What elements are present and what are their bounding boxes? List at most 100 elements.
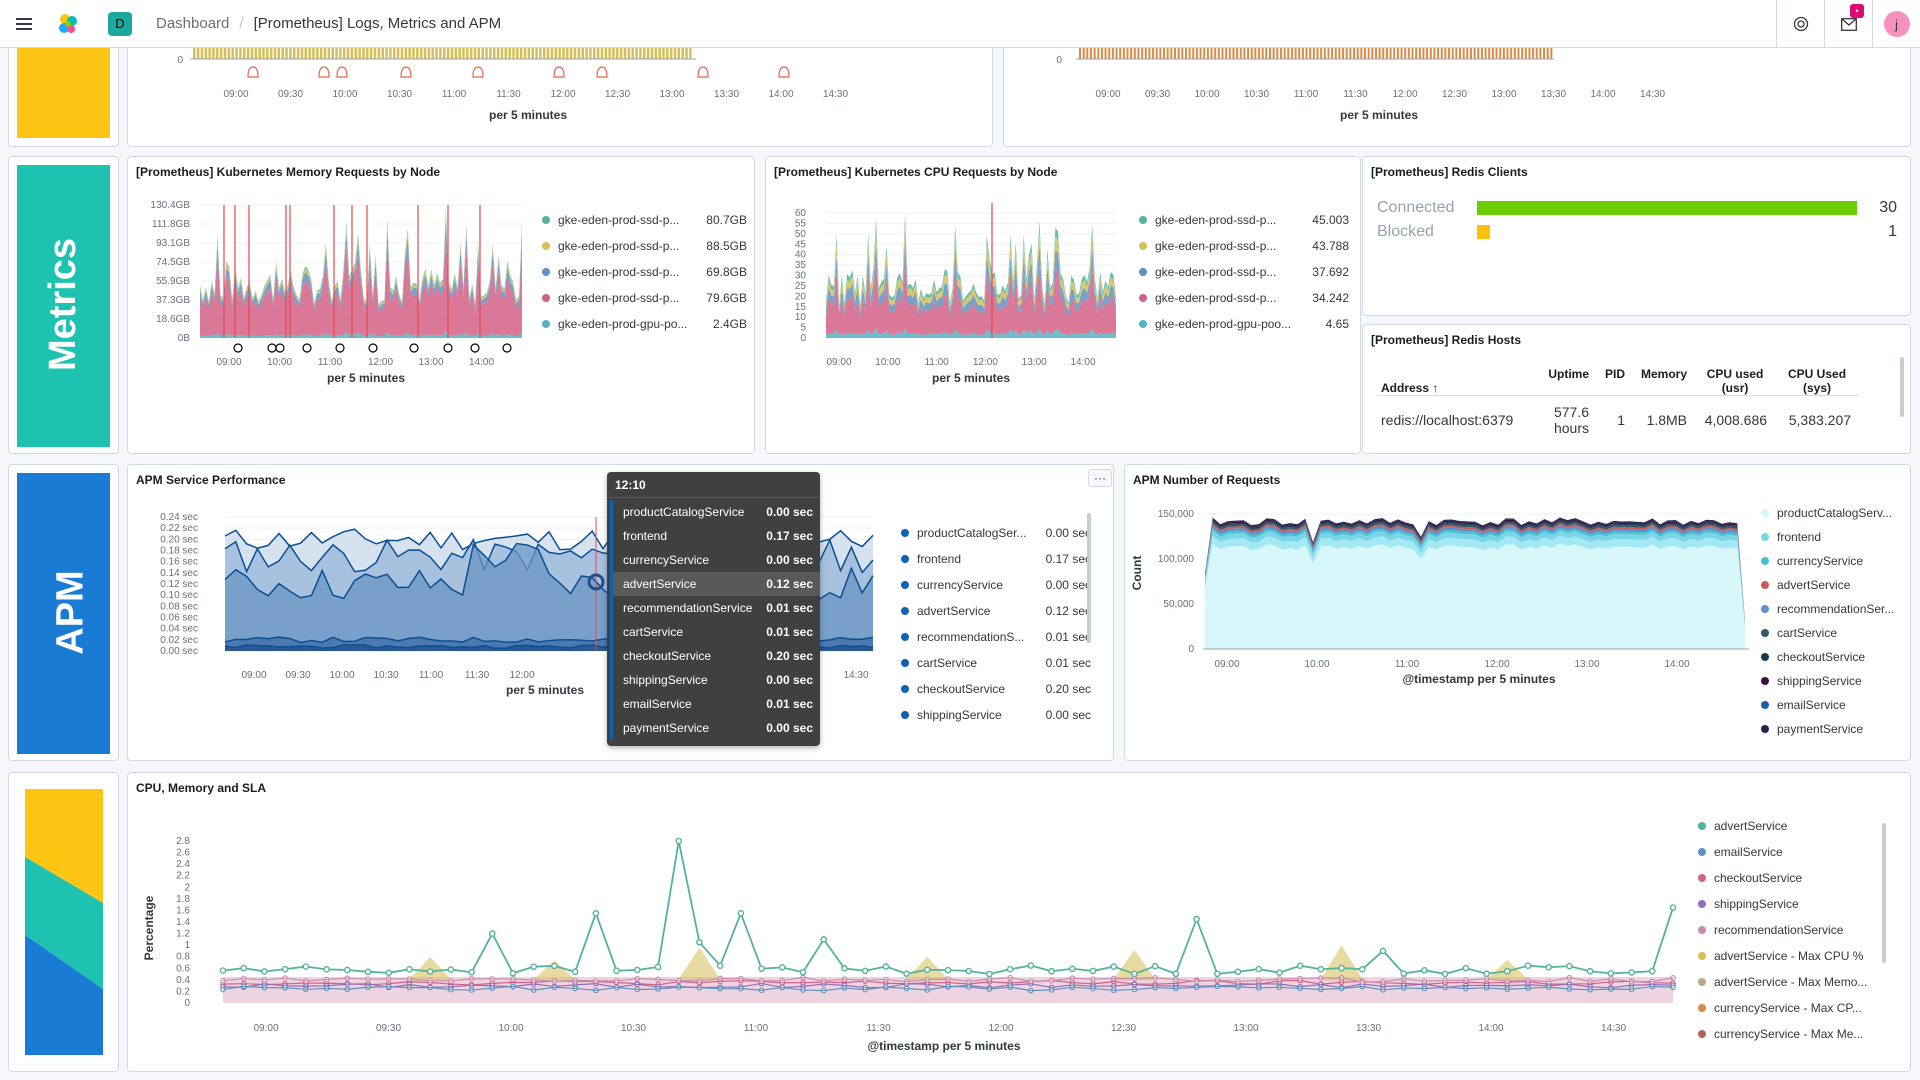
legend-item[interactable]: advertService 0.12 sec	[901, 598, 1091, 624]
data-point	[468, 969, 475, 976]
legend-item[interactable]: productCatalogServ...	[1761, 501, 1909, 525]
data-point	[1483, 970, 1490, 978]
legend-scrollbar[interactable]	[1882, 823, 1886, 963]
column-header-cpu-sys[interactable]: CPU Used (sys)	[1788, 367, 1847, 395]
y-tick-label: 1.8	[176, 894, 190, 905]
histogram-bar	[231, 41, 234, 59]
cell-pid: 1	[1597, 395, 1634, 444]
table-scrollbar[interactable]	[1900, 357, 1904, 417]
legend-item[interactable]: emailService	[1698, 839, 1898, 865]
legend-item[interactable]: currencyService 0.00 sec	[901, 572, 1091, 598]
y-tick-label: 2.8	[176, 836, 190, 847]
column-header-uptime[interactable]: Uptime	[1548, 367, 1589, 381]
legend-item[interactable]: shippingService 0.00 sec	[901, 702, 1091, 728]
column-header-memory[interactable]: Memory	[1641, 367, 1688, 381]
legend-item[interactable]: gke-eden-prod-ssd-p... 43.788	[1139, 233, 1349, 259]
column-header-pid[interactable]: PID	[1605, 367, 1626, 381]
help-button[interactable]	[1776, 0, 1824, 48]
legend-item[interactable]: recommendationService	[1698, 917, 1898, 943]
legend-item[interactable]: gke-eden-prod-ssd-p... 69.8GB	[542, 259, 747, 285]
legend-label: shippingService	[1714, 897, 1799, 911]
legend-item[interactable]: checkoutService	[1698, 865, 1898, 891]
legend-item[interactable]: gke-eden-prod-ssd-p... 37.692	[1139, 259, 1349, 285]
legend-item[interactable]: gke-eden-prod-ssd-p... 88.5GB	[542, 233, 747, 259]
column-header-cpu-usr[interactable]: CPU used (usr)	[1706, 367, 1764, 395]
legend-item[interactable]: advertService	[1761, 573, 1909, 597]
hover-point	[587, 573, 605, 591]
deployment-marker-icon	[233, 343, 243, 353]
histogram-bar	[450, 41, 454, 59]
histogram-bar	[293, 41, 296, 59]
x-axis-title: @timestamp per 5 minutes	[867, 1039, 1020, 1053]
elastic-logo[interactable]	[48, 0, 88, 48]
legend-scrollbar[interactable]	[1087, 513, 1091, 643]
alert-bell-icon	[778, 66, 790, 78]
legend-color-dot	[1698, 952, 1706, 960]
legend-item[interactable]: advertService	[1698, 813, 1898, 839]
legend-item[interactable]: cartService	[1761, 621, 1909, 645]
legend-item[interactable]: frontend 0.17 sec	[901, 546, 1091, 572]
y-tick-label: 40	[795, 250, 807, 261]
top-navigation-bar: D Dashboard / [Prometheus] Logs, Metrics…	[0, 0, 1920, 48]
histogram-bar	[219, 41, 223, 59]
legend-color-dot	[1698, 848, 1706, 856]
histogram-bar	[1320, 41, 1323, 59]
legend-item[interactable]: gke-eden-prod-ssd-p... 34.242	[1139, 285, 1349, 311]
histogram-bar	[600, 41, 604, 59]
legend-color-dot	[901, 581, 909, 589]
legend-item[interactable]: checkoutService	[1761, 645, 1909, 669]
histogram-bar	[1206, 41, 1209, 59]
panel-options-button[interactable]: ···	[1088, 469, 1112, 487]
histogram-bar	[335, 41, 338, 59]
legend-item[interactable]: gke-eden-prod-gpu-poo... 4.65	[1139, 311, 1349, 337]
legend-item[interactable]: checkoutService 0.20 sec	[901, 676, 1091, 702]
legend-item[interactable]: advertService - Max Memo...	[1698, 969, 1898, 995]
breadcrumb-dashboard-link[interactable]: Dashboard	[156, 15, 230, 32]
menu-button[interactable]	[0, 0, 48, 48]
legend-item[interactable]: gke-eden-prod-ssd-p... 79.6GB	[542, 285, 747, 311]
legend-item[interactable]: recommendationS... 0.01 sec	[901, 624, 1091, 650]
legend-item[interactable]: shippingService	[1761, 669, 1909, 693]
legend-item[interactable]: currencyService - Max Me...	[1698, 1021, 1898, 1047]
y-tick-label: 2	[184, 882, 190, 893]
legend-item[interactable]: paymentService	[1761, 717, 1909, 741]
x-tick-label: 10:30	[373, 670, 398, 681]
data-point	[323, 966, 330, 973]
legend-item[interactable]: productCatalogSer... 0.00 sec	[901, 520, 1091, 546]
x-tick-label: 14:00	[768, 89, 793, 100]
histogram-bar	[281, 41, 284, 59]
space-avatar[interactable]: D	[108, 11, 132, 36]
histogram-bar	[566, 41, 569, 59]
legend-item[interactable]: advertService - Max CPU %	[1698, 943, 1898, 969]
cpu-legend: gke-eden-prod-ssd-p... 45.003 gke-eden-pro…	[1139, 207, 1349, 337]
histogram-bar	[462, 41, 465, 59]
column-header-address[interactable]: Address ↑	[1381, 381, 1439, 395]
histogram-bar	[616, 41, 619, 59]
legend-item[interactable]: cartService 0.01 sec	[901, 650, 1091, 676]
histogram-bar	[1210, 41, 1213, 59]
legend-item[interactable]: currencyService	[1761, 549, 1909, 573]
x-tick-label: 09:30	[278, 89, 303, 100]
histogram-bar	[1316, 41, 1319, 59]
histogram-bar	[1367, 41, 1370, 59]
legend-item[interactable]: currencyService - Max CP...	[1698, 995, 1898, 1021]
histogram-bar	[389, 41, 392, 59]
legend-item[interactable]: gke-eden-prod-ssd-p... 45.003	[1139, 207, 1349, 233]
data-point	[1400, 970, 1408, 977]
legend-item[interactable]: recommendationSer...	[1761, 597, 1909, 621]
legend-item[interactable]: gke-eden-prod-ssd-p... 80.7GB	[542, 207, 747, 233]
deployment-marker-icon	[409, 343, 419, 353]
histogram-bar	[416, 41, 419, 59]
legend-item[interactable]: shippingService	[1698, 891, 1898, 917]
x-tick-label: 12:00	[550, 89, 575, 100]
user-menu-button[interactable]: j	[1872, 0, 1920, 48]
bar-label: Blocked	[1377, 223, 1434, 240]
y-tick-label: 0.24 sec	[160, 512, 198, 523]
legend-value: 0.01 sec	[1045, 630, 1091, 644]
newsfeed-button[interactable]: •	[1824, 0, 1872, 48]
legend-item[interactable]: emailService	[1761, 693, 1909, 717]
y-tick-label: 0.08 sec	[160, 601, 198, 612]
legend-item[interactable]: frontend	[1761, 525, 1909, 549]
data-point	[1566, 962, 1573, 970]
legend-item[interactable]: gke-eden-prod-gpu-po... 2.4GB	[542, 311, 747, 337]
